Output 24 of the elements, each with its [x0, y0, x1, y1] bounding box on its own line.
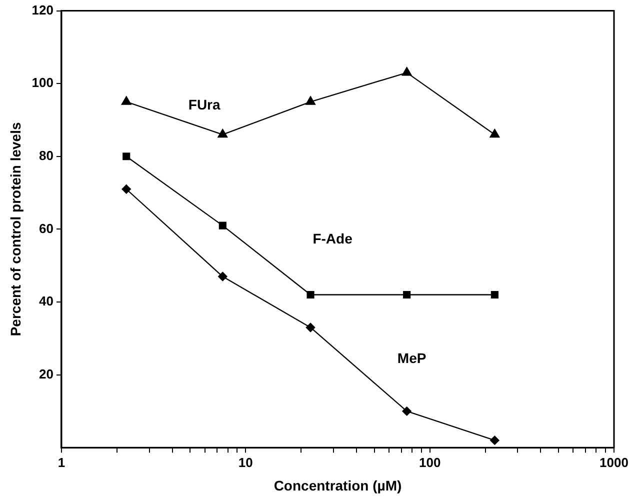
x-tick-label: 10: [238, 454, 253, 470]
y-tick-label: 40: [39, 294, 54, 309]
point: [306, 290, 314, 298]
x-tick-label: 1: [58, 454, 66, 470]
series-label: FUra: [188, 96, 221, 113]
point: [122, 184, 131, 194]
series-label: MeP: [397, 350, 426, 366]
x-tick-label: 1000: [600, 454, 628, 470]
point: [121, 96, 132, 105]
y-axis-title: Percent of control protein levels: [7, 122, 24, 336]
y-tick-label: 120: [32, 2, 54, 18]
x-tick-label: 100: [418, 454, 441, 470]
y-tick-label: 60: [39, 220, 54, 236]
point: [490, 290, 498, 298]
point: [490, 128, 500, 138]
point: [306, 96, 316, 105]
y-tick-label: 100: [32, 75, 54, 90]
text: F-Ade: [312, 230, 353, 247]
point: [306, 322, 316, 332]
x-axis-title: Concentration (µM): [274, 477, 402, 494]
y-tick-label: 20: [39, 366, 54, 382]
point: [490, 436, 500, 445]
point: [122, 152, 130, 160]
y-tick-label: 80: [39, 148, 54, 163]
